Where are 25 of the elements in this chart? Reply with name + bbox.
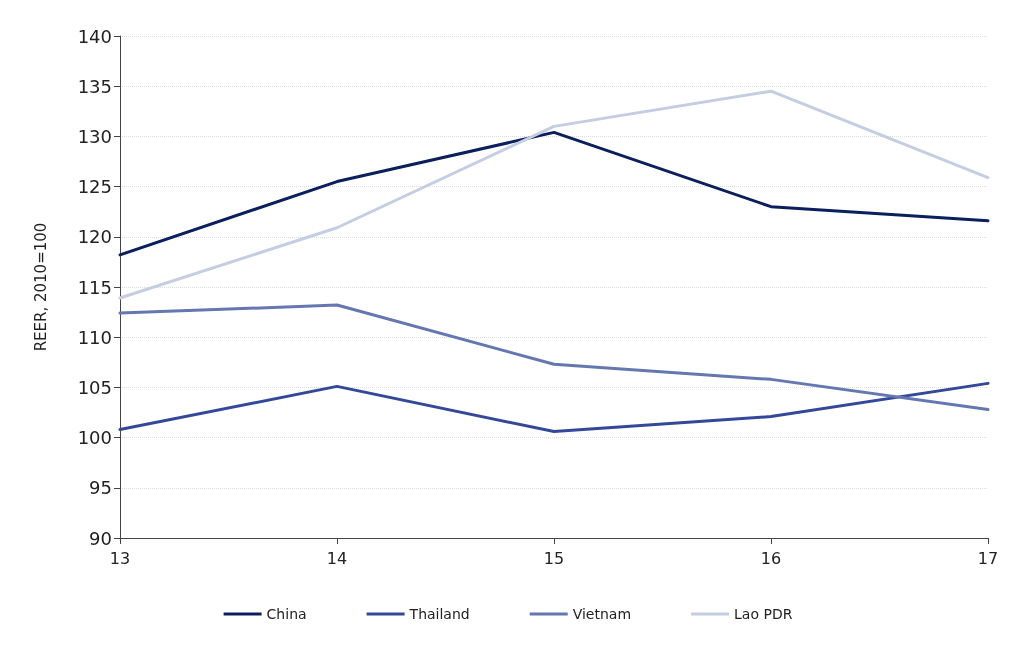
legend-label: Thailand [408, 606, 470, 622]
line-series [118, 303, 990, 411]
legend-label: Lao PDR [734, 606, 793, 622]
y-axis-title: REER, 2010=100 [31, 222, 50, 352]
x-tick-label: 14 [326, 548, 348, 568]
y-tick-label: 90 [89, 527, 112, 549]
legend-label: China [266, 606, 307, 622]
y-tick-label: 95 [89, 477, 112, 499]
line-series [118, 130, 990, 257]
x-tick-label: 15 [543, 548, 565, 568]
y-tick-label: 105 [77, 376, 112, 398]
y-tick-label: 115 [77, 276, 112, 298]
y-tick-label: 110 [77, 326, 112, 348]
y-tick-label: 120 [77, 226, 112, 248]
y-tick-label: 135 [77, 75, 112, 97]
x-tick-label: 13 [109, 548, 131, 568]
y-tick-label: 100 [77, 427, 112, 449]
y-tick-label: 140 [77, 25, 112, 47]
x-tick-label: 17 [977, 548, 999, 568]
y-tick-label: 130 [77, 125, 112, 147]
y-tick-label: 125 [77, 176, 112, 198]
legend-label: Vietnam [572, 606, 632, 622]
line-series [118, 381, 990, 434]
line-series [118, 89, 990, 300]
x-tick-label: 16 [760, 548, 782, 568]
